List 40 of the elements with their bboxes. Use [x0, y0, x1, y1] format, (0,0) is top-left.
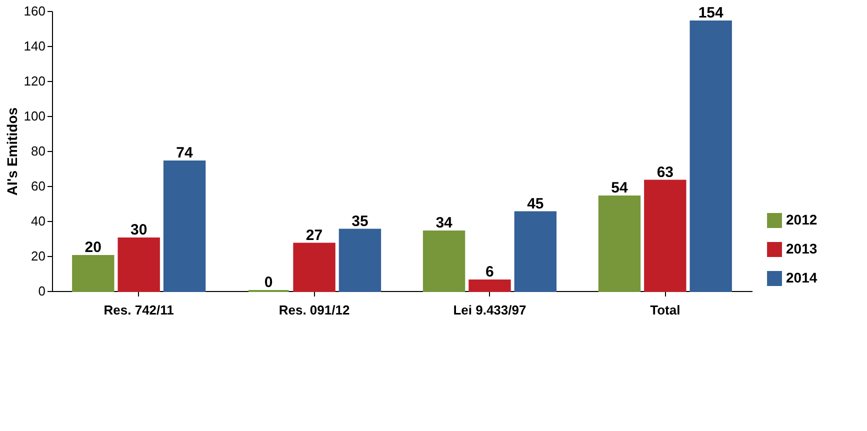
bar	[468, 280, 511, 292]
data-label: 27	[306, 226, 323, 244]
y-tick-label: 80	[31, 144, 46, 158]
y-axis-title: AI's Emitidos	[4, 107, 20, 196]
data-label: 0	[264, 274, 273, 291]
bar	[118, 238, 160, 292]
bar	[163, 160, 206, 292]
data-label: 35	[352, 212, 368, 230]
bar	[72, 255, 114, 292]
data-label: 30	[130, 222, 148, 238]
bar	[598, 196, 641, 292]
bar	[422, 230, 466, 292]
x-tick-label: Total	[650, 302, 680, 318]
data-label: 6	[486, 264, 494, 280]
data-label: 54	[611, 180, 628, 196]
y-tick-label: 120	[24, 74, 46, 88]
x-tick-label: Res. 742/11	[104, 302, 174, 318]
data-label: 34	[436, 214, 454, 232]
y-tick-label: 100	[24, 108, 46, 124]
legend-label: 2013	[786, 240, 818, 256]
data-label: 74	[176, 144, 194, 162]
data-label: 20	[84, 239, 102, 256]
data-label: 63	[656, 164, 674, 181]
y-tick-label: 0	[38, 284, 46, 298]
x-tick-label: Res. 091/12	[278, 302, 350, 318]
y-tick-label: 160	[24, 4, 46, 18]
legend-label: 2014	[786, 270, 818, 286]
y-tick-label: 60	[31, 178, 46, 194]
legend-label: 2012	[786, 212, 818, 228]
y-tick-label: 140	[24, 38, 46, 54]
y-tick-label: 40	[31, 214, 46, 228]
bar	[514, 211, 557, 292]
data-label: 45	[527, 195, 544, 212]
bar	[644, 180, 686, 292]
bar	[690, 20, 732, 292]
y-tick-label: 20	[31, 248, 46, 264]
bar	[293, 242, 336, 292]
x-tick-label: Lei 9.433/97	[453, 302, 526, 318]
bar	[338, 228, 382, 292]
data-label: 154	[698, 4, 724, 22]
